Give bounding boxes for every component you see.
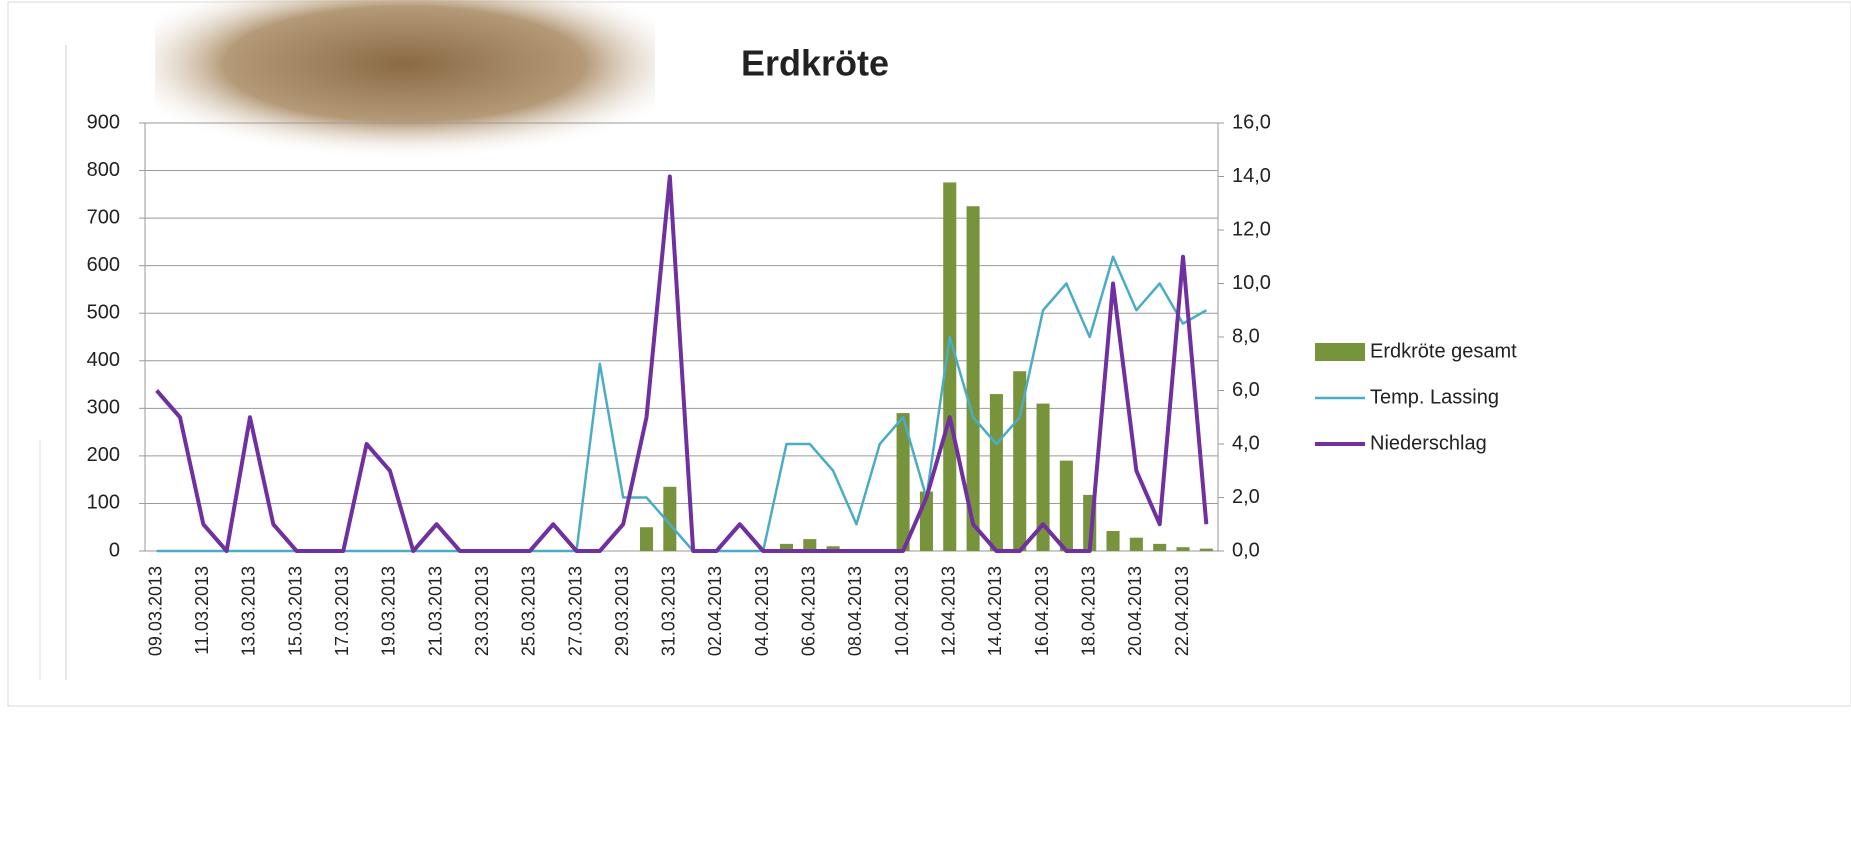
- bar: [1176, 547, 1190, 551]
- x-tick-label: 06.04.2013: [799, 566, 819, 656]
- bar: [779, 543, 793, 551]
- x-tick-label: 29.03.2013: [612, 566, 632, 656]
- bar: [826, 546, 840, 551]
- x-tick-label: 16.04.2013: [1032, 566, 1052, 656]
- x-tick-label: 18.04.2013: [1078, 566, 1098, 656]
- bar: [639, 527, 654, 551]
- x-tick-label: 19.03.2013: [379, 566, 399, 656]
- x-tick-label: 27.03.2013: [565, 566, 585, 656]
- y-tick-label: 100: [87, 492, 120, 514]
- x-tick-label: 02.04.2013: [705, 566, 725, 656]
- y2-tick-label: 12,0: [1232, 218, 1271, 240]
- x-tick-label: 31.03.2013: [659, 566, 679, 656]
- bar: [966, 206, 980, 551]
- line-series: [155, 174, 1209, 553]
- x-tick-label: 14.04.2013: [985, 566, 1005, 656]
- x-tick-label: 04.04.2013: [752, 566, 772, 656]
- x-tick-label: 21.03.2013: [425, 566, 445, 656]
- y2-tick-label: 16,0: [1232, 111, 1271, 133]
- x-tick-label: 13.03.2013: [239, 566, 259, 656]
- x-tick-label: 10.04.2013: [892, 566, 912, 656]
- bar: [1199, 548, 1213, 551]
- x-tick-label: 09.03.2013: [145, 566, 165, 656]
- legend-label: Niederschlag: [1370, 432, 1487, 454]
- x-tick-label: 25.03.2013: [519, 566, 539, 656]
- x-tick-label: 22.04.2013: [1172, 566, 1192, 656]
- y2-tick-label: 8,0: [1232, 325, 1260, 347]
- x-tick-label: 15.03.2013: [285, 566, 305, 656]
- y2-tick-label: 14,0: [1232, 165, 1271, 187]
- y-tick-label: 300: [87, 397, 120, 419]
- legend-label: Temp. Lassing: [1370, 386, 1499, 408]
- bar: [663, 486, 677, 551]
- y-tick-label: 500: [87, 302, 120, 324]
- y-tick-label: 800: [87, 159, 120, 181]
- y2-tick-label: 10,0: [1232, 272, 1271, 294]
- toad-photo: [155, 0, 655, 160]
- y2-tick-label: 0,0: [1232, 539, 1260, 561]
- legend-swatch: [1315, 343, 1365, 361]
- y-tick-label: 400: [87, 349, 120, 371]
- x-tick-label: 17.03.2013: [332, 566, 352, 656]
- legend-label: Erdkröte gesamt: [1370, 340, 1517, 362]
- bar: [1153, 543, 1167, 551]
- y-tick-label: 600: [87, 254, 120, 276]
- x-tick-label: 20.04.2013: [1125, 566, 1145, 656]
- bar: [943, 182, 957, 551]
- y-tick-label: 200: [87, 444, 120, 466]
- bar: [1036, 403, 1050, 551]
- y-tick-label: 0: [109, 539, 120, 561]
- y-tick-label: 900: [87, 111, 120, 133]
- y2-tick-label: 6,0: [1232, 379, 1260, 401]
- x-tick-label: 11.03.2013: [192, 566, 212, 655]
- y-tick-label: 700: [87, 206, 120, 228]
- chart-title: Erdkröte: [741, 43, 889, 84]
- x-tick-label: 12.04.2013: [939, 566, 959, 656]
- bar: [896, 413, 910, 551]
- bar: [1059, 460, 1073, 551]
- x-tick-label: 08.04.2013: [845, 566, 865, 656]
- bar: [1106, 531, 1120, 551]
- bar: [1013, 371, 1027, 551]
- bar: [803, 539, 817, 551]
- y2-tick-label: 4,0: [1232, 432, 1260, 454]
- x-tick-label: 23.03.2013: [472, 566, 492, 656]
- bar: [1129, 537, 1143, 551]
- y2-tick-label: 2,0: [1232, 486, 1260, 508]
- bar: [989, 394, 1003, 551]
